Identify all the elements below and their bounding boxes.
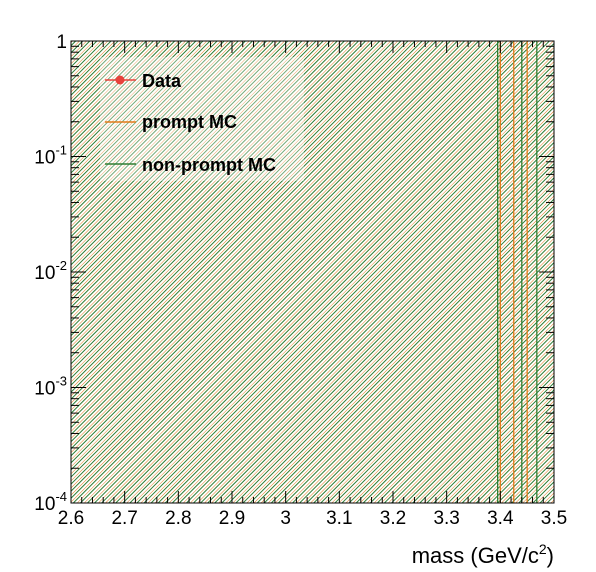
y-tick-label: 10-2 [34, 258, 67, 284]
y-tick-label: 1 [56, 32, 67, 53]
x-tick-label: 3.5 [541, 508, 567, 529]
x-tick-label: 2.6 [58, 508, 84, 529]
y-axis-tick-labels: 10-410-310-210-11 [34, 32, 67, 515]
data-marker-icon [116, 76, 125, 85]
x-axis-tick-labels: 2.6 2.7 2.8 2.9 3 3.1 3.2 3.3 3.4 3.5 [58, 508, 567, 529]
x-tick-label: 2.8 [165, 508, 191, 529]
x-tick-label: 3 [280, 508, 291, 529]
y-tick-label: 10-1 [34, 143, 67, 169]
x-tick-label: 2.9 [219, 508, 245, 529]
legend-label-non-prompt-mc: non-prompt MC [142, 155, 276, 175]
y-tick-label: 10-3 [34, 374, 67, 400]
legend-label-data: Data [142, 71, 182, 91]
x-axis-title: mass (GeV/c2) [412, 541, 554, 568]
x-tick-label: 3.2 [380, 508, 406, 529]
x-tick-label: 3.4 [487, 508, 514, 529]
x-tick-label: 3.3 [433, 508, 459, 529]
legend-label-prompt-mc: prompt MC [142, 112, 237, 132]
x-tick-label: 3.1 [326, 508, 352, 529]
x-tick-label: 2.7 [111, 508, 137, 529]
legend: Data prompt MC non-prompt MC [100, 57, 304, 181]
